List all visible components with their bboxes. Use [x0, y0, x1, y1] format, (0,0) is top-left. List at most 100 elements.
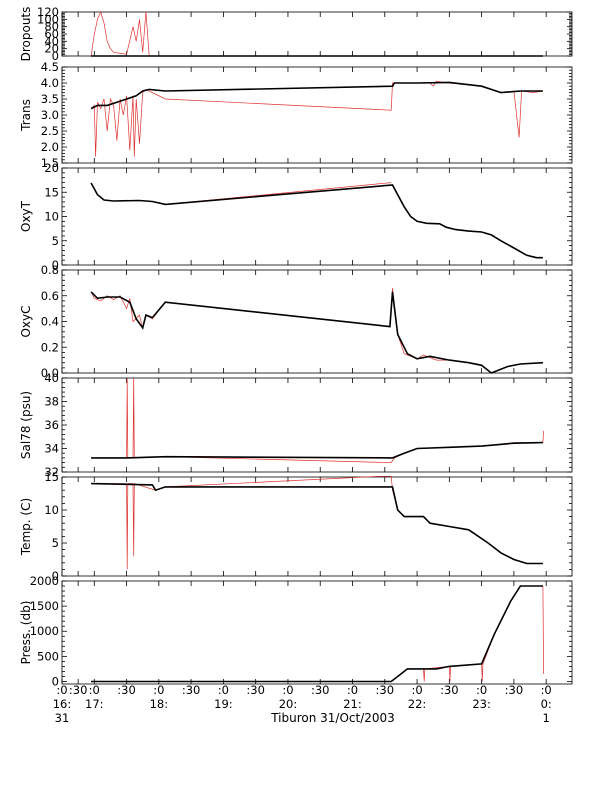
- y-tick-label: 3.0: [41, 108, 59, 122]
- y-tick-label: 0: [52, 49, 59, 63]
- y-tick-label: 2.0: [41, 140, 59, 154]
- panels-layer: 020406080100120Dropouts1.52.02.53.03.54.…: [19, 5, 573, 688]
- red-series-line: [91, 585, 544, 683]
- y-tick-label: 36: [44, 418, 59, 432]
- x-tick-label-minute: :0: [347, 683, 358, 697]
- panel-frame: [61, 11, 573, 57]
- y-axis-label: OxyT: [19, 200, 33, 232]
- x-tick-label-hour: 21:: [343, 697, 362, 711]
- x-tick-label-minute: :0: [153, 683, 164, 697]
- x-tick-label-minute: :0: [282, 683, 293, 697]
- y-tick-label: 0.6: [41, 289, 59, 303]
- y-axis-label: Press. (db): [19, 601, 33, 665]
- red-series-line: [90, 11, 543, 57]
- x-tick-label-minute: :0: [218, 683, 229, 697]
- y-tick-label: 5: [52, 536, 59, 550]
- y-tick-label: 32: [44, 465, 59, 479]
- y-axis-label: OxyC: [19, 305, 33, 337]
- x-tick-label-minute: :0: [411, 683, 422, 697]
- y-tick-label: 40: [44, 371, 59, 385]
- x-tick-label-minute: :30: [311, 683, 330, 697]
- panel-frame: [61, 476, 573, 577]
- y-tick-label: 20: [44, 161, 59, 175]
- x-tick-label-hour: 23:: [472, 697, 491, 711]
- y-tick-label: 100: [37, 12, 59, 26]
- y-tick-label: 0.2: [41, 340, 59, 354]
- y-tick-label: 500: [37, 649, 59, 663]
- x-tick-label-hour: 0:: [541, 697, 552, 711]
- y-tick-label: 0.0: [41, 366, 59, 380]
- y-tick-label: 4.5: [41, 60, 59, 74]
- y-axis-label: Temp. (C): [19, 498, 33, 556]
- black-series-line: [90, 291, 543, 374]
- panel-4: 0.0 0.2 0.4 0.6 0.8 OxyC: [19, 263, 573, 380]
- x-tick-label-day: 31: [55, 711, 70, 725]
- black-series-line: [91, 585, 543, 683]
- y-tick-label: 15: [44, 185, 59, 199]
- panel-3: 0 5 10 15 20 OxyT: [19, 161, 573, 272]
- y-tick-label: 1500: [30, 599, 59, 613]
- y-tick-label: 120: [37, 5, 59, 19]
- x-tick-label-minute: :30: [69, 683, 88, 697]
- panel-7: 0 500 1000 1500 2000 Press. (db): [19, 574, 573, 688]
- panel-2: 1.5 2.0 2.5 3.0 3.5 4.0 4.5 Trans: [19, 60, 573, 170]
- y-tick-label: 0: [52, 258, 59, 272]
- x-axis: :016:31:30:017::30:018::30:019::30:020::…: [53, 683, 552, 725]
- x-tick-label-hour: 18:: [150, 697, 169, 711]
- x-tick-label-minute: :0: [56, 683, 67, 697]
- y-tick-label: 80: [44, 20, 59, 34]
- x-tick-label-day: 1: [543, 711, 550, 725]
- y-tick-label: 40: [44, 34, 59, 48]
- y-tick-label: 34: [44, 442, 59, 456]
- x-tick-label-minute: :30: [117, 683, 136, 697]
- x-tick-label-hour: 17:: [85, 697, 104, 711]
- red-series-line: [90, 81, 543, 157]
- y-tick-label: 0: [52, 674, 59, 688]
- y-tick-label: 20: [44, 42, 59, 56]
- x-tick-label-minute: :0: [89, 683, 100, 697]
- black-series-line: [91, 482, 543, 565]
- y-axis-label: Dropouts: [19, 7, 33, 62]
- y-tick-label: 4.0: [41, 76, 59, 90]
- x-tick-label-minute: :30: [182, 683, 201, 697]
- red-series-line: [90, 287, 543, 374]
- y-tick-label: 0.8: [41, 263, 59, 277]
- y-tick-label: 3.5: [41, 92, 59, 106]
- panel-frame: [61, 580, 573, 685]
- panel-5: 32 34 36 38 40 Sal78 (psu): [19, 371, 573, 479]
- x-axis-label: Tiburon 31/Oct/2003: [270, 711, 395, 725]
- x-tick-label-minute: :0: [541, 683, 552, 697]
- y-tick-label: 0.4: [41, 315, 59, 329]
- x-tick-label-minute: :30: [440, 683, 459, 697]
- black-series-line: [91, 441, 543, 459]
- y-tick-label: 1.5: [41, 156, 59, 170]
- y-axis-label: Trans: [19, 99, 33, 132]
- x-tick-label-hour: 19:: [214, 697, 233, 711]
- x-tick-label-hour: 16:: [53, 697, 72, 711]
- y-tick-label: 2000: [30, 574, 59, 588]
- x-tick-label-minute: :30: [505, 683, 524, 697]
- y-tick-label: 1000: [30, 624, 59, 638]
- y-tick-label: 5: [52, 234, 59, 248]
- red-series-line: [91, 377, 544, 463]
- panel-frame: [61, 167, 573, 266]
- panel-frame: [61, 66, 573, 164]
- x-tick-label-minute: :30: [246, 683, 265, 697]
- y-axis-label: Sal78 (psu): [19, 391, 33, 459]
- y-tick-label: 10: [44, 503, 59, 517]
- x-tick-label-minute: :0: [476, 683, 487, 697]
- y-tick-label: 0: [52, 569, 59, 583]
- x-tick-label-minute: :30: [376, 683, 395, 697]
- y-tick-label: 10: [44, 210, 59, 224]
- y-tick-label: 60: [44, 27, 59, 41]
- y-tick-label: 38: [44, 395, 59, 409]
- y-tick-label: 15: [44, 470, 59, 484]
- y-tick-label: 2.5: [41, 124, 59, 138]
- black-series-line: [90, 182, 543, 259]
- panel-6: 0 5 10 15 Temp. (C): [19, 470, 573, 583]
- black-series-line: [90, 81, 543, 110]
- x-tick-label-hour: 22:: [408, 697, 427, 711]
- x-tick-label-hour: 20:: [279, 697, 298, 711]
